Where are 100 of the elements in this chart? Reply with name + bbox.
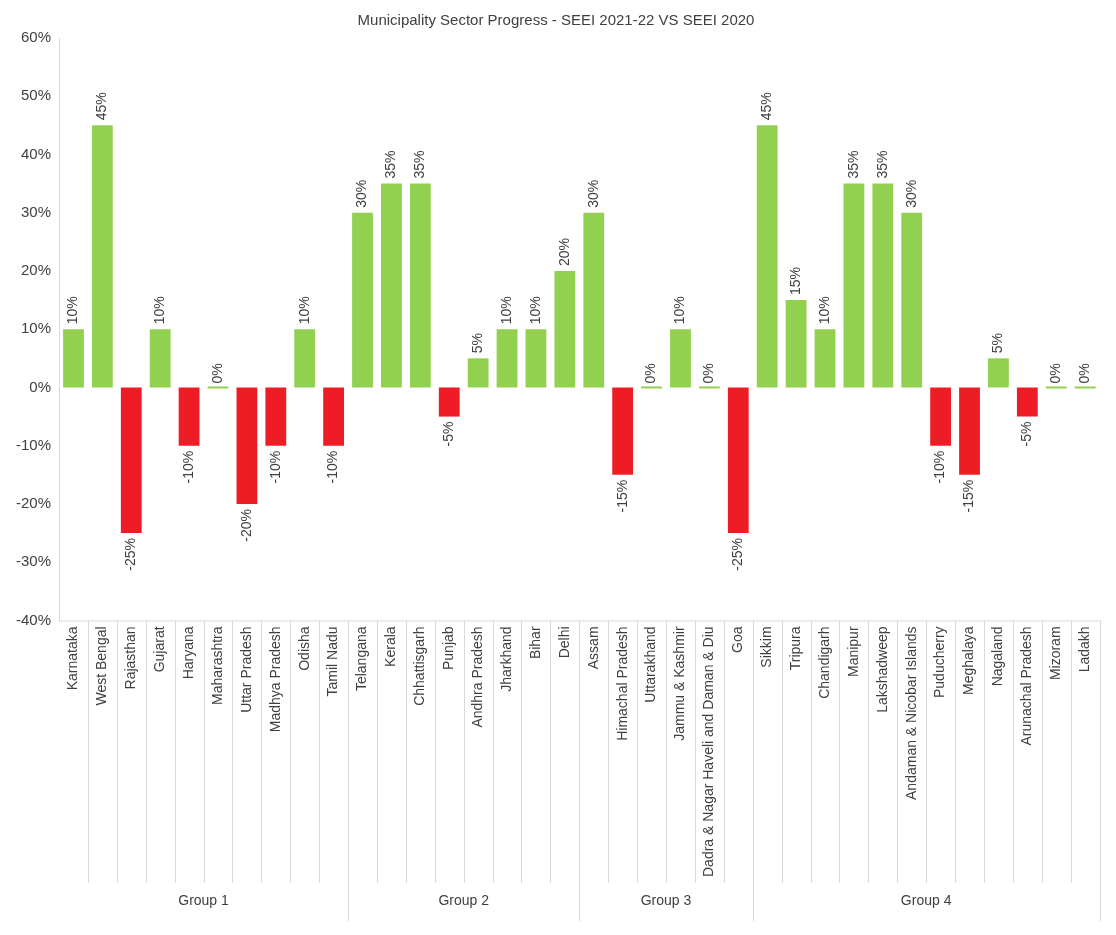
x-tick-label: Gujarat	[151, 626, 168, 673]
data-label: 0%	[700, 363, 717, 384]
x-tick-label: Uttarakhand	[642, 626, 659, 703]
x-tick-label: Sikkim	[758, 626, 775, 668]
text: Group 1	[178, 891, 230, 908]
bar	[178, 387, 200, 446]
x-tick-label: Dadra & Nagar Haveli and Daman & Diu	[700, 626, 717, 878]
data-label: 45%	[758, 92, 775, 121]
data-label: 5%	[469, 333, 485, 354]
bar	[120, 387, 142, 534]
x-tick-label: Mizoram	[1047, 626, 1064, 681]
y-tick-label: 30%	[20, 202, 52, 220]
x-tick-label: Himachal Pradesh	[613, 626, 630, 741]
bar	[930, 387, 952, 446]
data-label: -20%	[237, 508, 254, 542]
x-tick-label: Lakshadweep	[873, 626, 890, 713]
data-label: 10%	[295, 296, 312, 325]
bar	[63, 329, 84, 388]
data-label: 20%	[555, 237, 572, 266]
bar	[727, 387, 749, 534]
data-label: 10%	[497, 296, 514, 325]
x-tick-label: Karnataka	[64, 626, 81, 691]
x-tick-label: Punjab	[440, 626, 457, 671]
chart-title: Municipality Sector Progress - SEEI 2021-22 VS SEEI 2020	[357, 11, 755, 29]
x-tick-label: Chhattisgarh	[411, 626, 428, 706]
y-tick-label: 40%	[20, 144, 52, 162]
data-label: -15%	[613, 479, 630, 513]
bar	[525, 329, 547, 388]
x-tick-label: Uttar Pradesh	[237, 626, 254, 713]
data-label: -5%	[1018, 421, 1035, 447]
data-label: 35%	[844, 150, 861, 179]
data-label: 15%	[786, 267, 803, 296]
x-tick-label: Madhya Pradesh	[266, 626, 283, 733]
bar	[1045, 386, 1067, 389]
data-label: 10%	[671, 296, 688, 325]
bar	[236, 387, 258, 504]
data-label: 10%	[526, 296, 543, 325]
bar	[843, 183, 865, 388]
x-tick-label: Meghalaya	[960, 626, 977, 695]
y-tick-label: -30%	[15, 552, 52, 570]
y-tick-label: -40%	[15, 610, 52, 628]
x-tick-label: Jharkhand	[497, 626, 514, 692]
bar	[294, 329, 316, 388]
x-tick-label: Odisha	[295, 626, 312, 671]
bar	[352, 212, 373, 388]
bar	[583, 212, 605, 388]
y-tick-label: 0%	[29, 377, 52, 395]
bar	[409, 183, 431, 388]
data-label: 30%	[584, 179, 601, 208]
y-tick-label: 50%	[20, 86, 52, 104]
x-tick-label: Puducherry	[931, 626, 948, 699]
data-label: 45%	[93, 92, 110, 121]
x-tick-label: Nagaland	[989, 626, 1006, 687]
data-label: 0%	[1047, 363, 1064, 384]
bar	[901, 212, 923, 388]
x-tick-label: Andhra Pradesh	[469, 626, 485, 728]
bar	[612, 387, 634, 475]
data-label: 0%	[1076, 363, 1092, 384]
bar	[496, 329, 518, 388]
x-tick-label: Andaman & Nicobar Islands	[902, 626, 919, 800]
x-tick-label: Tripura	[786, 626, 803, 671]
bar	[265, 387, 287, 446]
data-label: 5%	[989, 333, 1006, 354]
bar	[1016, 387, 1038, 417]
text: Group 3	[640, 891, 692, 908]
data-label: 0%	[208, 363, 225, 384]
bar	[323, 387, 345, 446]
data-label: 0%	[642, 363, 659, 384]
bar	[959, 387, 980, 475]
bar	[641, 386, 662, 389]
bar	[438, 387, 460, 417]
x-tick-label: Maharashtra	[208, 626, 225, 706]
bar	[670, 329, 691, 388]
x-tick-label: Arunachal Pradesh	[1018, 626, 1035, 746]
y-tick-label: -10%	[15, 435, 52, 453]
data-label: -25%	[729, 538, 746, 571]
x-tick-label: Rajasthan	[122, 626, 139, 690]
bar	[467, 358, 489, 388]
data-label: -10%	[324, 450, 341, 484]
x-tick-label: Haryana	[179, 626, 196, 680]
bar	[814, 329, 836, 388]
text: Group 4	[900, 891, 952, 908]
x-tick-label: Bihar	[526, 626, 543, 660]
bar	[988, 358, 1009, 388]
bar	[149, 329, 171, 388]
x-tick-label: Kerala	[382, 626, 399, 667]
x-tick-label: Manipur	[844, 626, 861, 678]
data-label: 35%	[873, 150, 890, 179]
data-label: -25%	[122, 538, 139, 571]
data-label: -10%	[179, 450, 196, 484]
bar	[756, 125, 778, 388]
x-tick-label: Tamil Nadu	[324, 626, 341, 697]
y-tick-label: 20%	[20, 261, 52, 279]
text: Group 2	[438, 891, 490, 908]
x-tick-label: Jammu & Kashmir	[671, 626, 688, 741]
x-tick-label: Delhi	[555, 626, 572, 659]
data-label: 10%	[815, 296, 832, 325]
data-label: -10%	[931, 450, 948, 484]
y-tick-label: 10%	[20, 319, 52, 337]
data-label: 30%	[902, 179, 919, 208]
